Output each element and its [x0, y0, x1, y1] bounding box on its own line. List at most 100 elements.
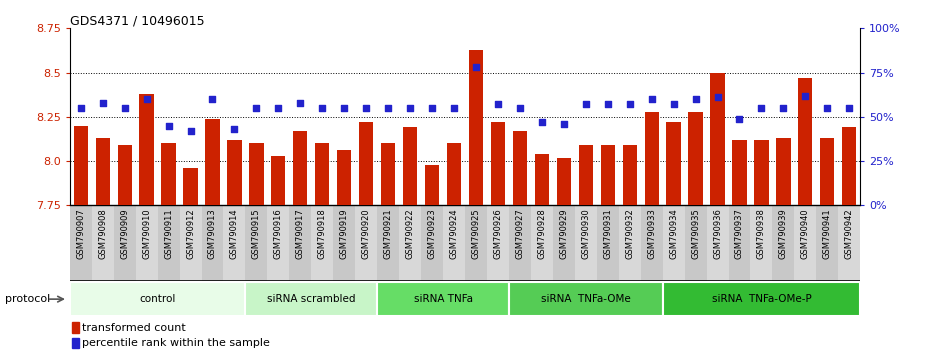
Bar: [315, 143, 329, 205]
Text: GSM790913: GSM790913: [208, 209, 217, 259]
Text: GSM790917: GSM790917: [296, 209, 305, 259]
Point: [535, 119, 550, 125]
Bar: [403, 127, 418, 205]
Bar: [378, 282, 509, 316]
Bar: [662, 282, 860, 316]
Text: GSM790926: GSM790926: [494, 209, 502, 259]
Bar: [70, 205, 92, 281]
Bar: [622, 145, 637, 205]
Bar: [289, 205, 312, 281]
Point: [622, 102, 637, 107]
Point: [315, 105, 330, 111]
Bar: [552, 205, 575, 281]
Bar: [469, 50, 483, 205]
Bar: [73, 126, 87, 205]
Bar: [92, 205, 113, 281]
Text: GSM790941: GSM790941: [823, 209, 831, 259]
Bar: [399, 205, 421, 281]
Text: GSM790915: GSM790915: [252, 209, 261, 259]
Bar: [293, 131, 308, 205]
Text: GSM790911: GSM790911: [164, 209, 173, 259]
Bar: [355, 205, 378, 281]
Point: [161, 123, 176, 129]
Bar: [487, 205, 509, 281]
Point: [359, 105, 374, 111]
Text: GSM790910: GSM790910: [142, 209, 151, 259]
Bar: [267, 205, 289, 281]
Point: [732, 116, 747, 121]
Text: GSM790918: GSM790918: [318, 209, 326, 259]
Bar: [333, 205, 355, 281]
Text: GSM790925: GSM790925: [472, 209, 481, 259]
Bar: [337, 150, 352, 205]
Bar: [223, 205, 246, 281]
Text: GSM790921: GSM790921: [384, 209, 392, 259]
Bar: [249, 143, 263, 205]
Bar: [72, 322, 79, 333]
Text: siRNA  TNFa-OMe-P: siRNA TNFa-OMe-P: [711, 294, 811, 304]
Point: [293, 100, 308, 105]
Text: protocol: protocol: [5, 294, 50, 304]
Bar: [272, 156, 286, 205]
Point: [73, 105, 88, 111]
Text: GSM790929: GSM790929: [559, 209, 568, 259]
Bar: [157, 205, 179, 281]
Text: percentile rank within the sample: percentile rank within the sample: [83, 338, 271, 348]
Bar: [136, 205, 157, 281]
Bar: [312, 205, 333, 281]
Bar: [117, 145, 132, 205]
Point: [469, 64, 484, 70]
Text: GSM790924: GSM790924: [449, 209, 458, 259]
Bar: [206, 119, 219, 205]
Point: [446, 105, 461, 111]
Bar: [491, 122, 505, 205]
Point: [271, 105, 286, 111]
Bar: [667, 122, 681, 205]
Point: [140, 96, 154, 102]
Text: GSM790936: GSM790936: [713, 209, 722, 259]
Text: GSM790935: GSM790935: [691, 209, 700, 259]
Point: [183, 128, 198, 134]
Bar: [509, 205, 531, 281]
Text: GSM790916: GSM790916: [273, 209, 283, 259]
Bar: [751, 205, 773, 281]
Text: siRNA scrambled: siRNA scrambled: [267, 294, 355, 304]
Text: GSM790940: GSM790940: [801, 209, 810, 259]
Bar: [798, 78, 813, 205]
Point: [666, 102, 681, 107]
Point: [644, 96, 659, 102]
Point: [95, 100, 110, 105]
Bar: [381, 143, 395, 205]
Bar: [684, 205, 707, 281]
Text: control: control: [140, 294, 176, 304]
Point: [512, 105, 527, 111]
Bar: [465, 205, 487, 281]
Point: [227, 126, 242, 132]
Bar: [202, 205, 223, 281]
Text: GSM790927: GSM790927: [515, 209, 525, 259]
Text: siRNA TNFa: siRNA TNFa: [414, 294, 472, 304]
Bar: [246, 205, 267, 281]
Bar: [113, 205, 136, 281]
Bar: [70, 282, 246, 316]
Point: [820, 105, 835, 111]
Text: GSM790933: GSM790933: [647, 209, 657, 259]
Text: GSM790920: GSM790920: [362, 209, 371, 259]
Point: [490, 102, 505, 107]
Point: [205, 96, 219, 102]
Text: GSM790931: GSM790931: [604, 209, 612, 259]
Bar: [618, 205, 641, 281]
Bar: [227, 140, 242, 205]
Point: [600, 102, 615, 107]
Text: GSM790907: GSM790907: [76, 209, 86, 259]
Bar: [817, 205, 838, 281]
Bar: [662, 205, 684, 281]
Point: [754, 105, 769, 111]
Text: GSM790922: GSM790922: [405, 209, 415, 259]
Bar: [838, 205, 860, 281]
Text: GSM790932: GSM790932: [625, 209, 634, 259]
Text: transformed count: transformed count: [83, 322, 186, 332]
Bar: [421, 205, 443, 281]
Bar: [820, 138, 834, 205]
Point: [578, 102, 593, 107]
